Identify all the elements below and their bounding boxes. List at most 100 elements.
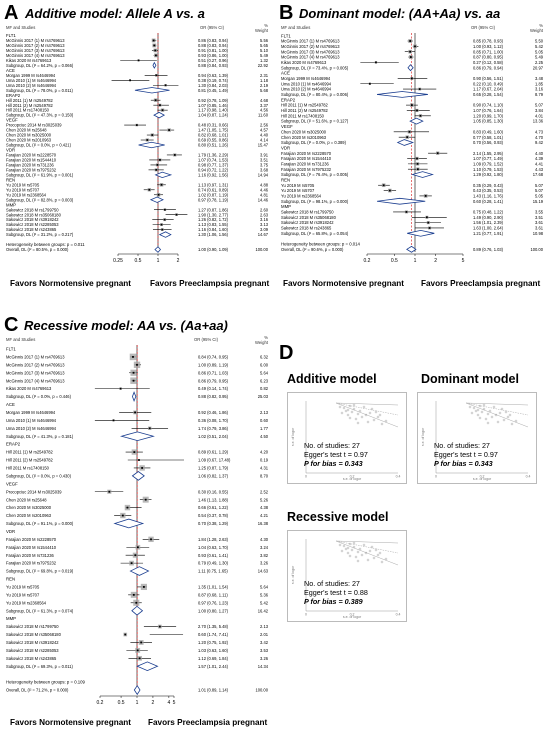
study-point (342, 406, 346, 410)
study-point (356, 412, 360, 416)
x-tick-label: 0 (305, 475, 307, 479)
study-label: Yu 2019 M rs2368564 (6, 600, 47, 605)
panel-title: Additive model: Allele A vs. a (25, 6, 205, 21)
or-ci-value: 0.77 (0.58, 1.01) (473, 135, 504, 140)
subgroup-label: Overall, DL (I² = 90.6%, p = 0.000) (281, 247, 344, 252)
subgroup-diamond (113, 518, 145, 529)
study-label: Hill 2011 M rs17408150 (281, 113, 325, 118)
study-point (482, 407, 486, 411)
point-estimate (425, 216, 428, 219)
or-ci-value: 0.86 (0.79, 0.94) (473, 65, 504, 70)
or-ci-value: 0.97 (0.76, 1.23) (198, 600, 229, 605)
study-point (496, 420, 500, 424)
point-estimate (144, 498, 147, 501)
weight-value: 1.32 (260, 58, 269, 63)
or-ci-value: 0.93 (0.86, 1.00) (198, 53, 229, 58)
point-estimate (140, 641, 143, 644)
x-tick-label: 2 (177, 258, 180, 264)
point-estimate (410, 77, 413, 80)
weight-value: 100.00 (255, 247, 268, 252)
study-point (476, 413, 480, 417)
weight-value: 0.19 (260, 458, 269, 463)
x-tick-label: 1 (414, 258, 417, 264)
point-estimate (410, 104, 413, 107)
group-label: REN (6, 177, 15, 182)
point-estimate (409, 50, 412, 53)
or-ci-value: 0.54 (0.37, 0.78) (198, 513, 229, 518)
funnel-plot-recessive: s.e. of logor s.e. of logor 0 0.2 0.4 No. of… (287, 530, 407, 622)
study-label: McGinnis 2017 (3) M rs4769613 (6, 370, 65, 375)
subgroup-diamond (131, 605, 144, 616)
weight-value: 5.07 (535, 183, 544, 188)
point-estimate (148, 188, 151, 191)
subgroup-diamond (407, 64, 414, 72)
study-point (344, 409, 348, 413)
study-point (358, 547, 362, 551)
funnel-limit-line (465, 402, 529, 416)
or-ci-value: 0.65 (0.28, 1.54) (473, 92, 504, 97)
funnel-studies: No. of studies: 27 (304, 579, 360, 588)
study-label: Morgan 1999 M rs4646994 (281, 76, 331, 81)
study-label: Sakowicz 2018 M rs35068180 (6, 212, 62, 217)
study-label: McGinnis 2017 (1) M rs4769613 (281, 39, 340, 44)
weight-value: 22.92 (258, 63, 269, 68)
group-label: FLT1 (6, 33, 16, 38)
study-label: Hill 2011 (1) M rs2549782 (6, 98, 54, 103)
weight-value: 5.49 (535, 55, 544, 60)
study-label: Uma 2010 (1) M rs4646994 (6, 418, 57, 423)
study-label: McGinnis 2017 (2) M rs4769613 (281, 44, 340, 49)
study-label: Sakowicz 2018 M rs3918242 (6, 640, 59, 645)
study-label: Farajian 2020 M rs1544410 (6, 158, 57, 163)
point-estimate (108, 490, 111, 493)
study-label: McGinnis 2017 (4) M rs4769613 (6, 53, 65, 58)
weight-value: 2.13 (260, 624, 269, 629)
subgroup-label: Subgroup, DL (I² = 41.3%, p = 0.181) (6, 434, 74, 439)
study-label: Yu 2019 M rs5707 (6, 187, 40, 192)
group-label: ACE (6, 68, 15, 73)
weight-value: 3.53 (260, 648, 269, 653)
study-label: Sakowicz 2018 M rs3918242 (6, 217, 59, 222)
x-tick-label: 0.2 (364, 258, 371, 264)
subgroup-diamond (376, 91, 428, 98)
group-label: MMP (281, 204, 291, 209)
weight-value: 4.21 (260, 513, 269, 518)
subgroup-label: Subgroup, DL (I² = 82.8%, p = 0.003) (6, 197, 74, 202)
study-point (474, 409, 478, 413)
funnel-studies: No. of studies: 27 (304, 441, 360, 450)
study-point (376, 415, 380, 419)
study-point (372, 556, 376, 560)
col-header-study: MF and Studies (281, 25, 311, 30)
forest-panel-c: C Recessive model: AA vs. (Aa+aa) MF and… (0, 312, 275, 739)
study-point (368, 411, 372, 415)
point-estimate (151, 134, 154, 136)
weight-value: 15.47 (258, 143, 269, 148)
weight-value: 13.36 (533, 119, 544, 124)
group-label: REN (281, 177, 290, 182)
study-label: Uma 2010 (2) M rs4646994 (281, 87, 332, 92)
point-estimate (126, 506, 129, 509)
study-point (470, 411, 474, 415)
weight-value: 10.98 (533, 231, 544, 236)
point-estimate (436, 152, 439, 155)
study-point (352, 403, 356, 407)
or-ci-value: 2.14 (1.55, 2.95) (473, 151, 504, 156)
study-label: McGinnis 2017 (4) M rs4769613 (281, 55, 340, 60)
x-tick-label: 0.5 (118, 700, 125, 706)
study-point (376, 553, 380, 557)
col-header-or: OR (95% CI) (471, 25, 495, 30)
funnel-regression-line (465, 402, 529, 406)
or-ci-value: 1.30 (1.06, 1.56) (198, 232, 229, 237)
weight-value: 14.94 (258, 172, 269, 177)
weight-value: 3.55 (535, 210, 544, 215)
col-header-study: MF and Studies (6, 25, 36, 30)
weight-value: 14.34 (258, 664, 269, 669)
study-point (370, 407, 374, 411)
point-estimate (160, 183, 163, 186)
subgroup-label: Subgroup, DL (I² = 51.6%, p = 0.127) (281, 119, 349, 124)
group-label: VDR (6, 529, 15, 534)
group-label: REN (6, 577, 15, 582)
study-point (500, 407, 504, 411)
study-point (354, 417, 358, 421)
or-ci-value: 1.04 (0.87, 1.24) (198, 113, 229, 118)
funnel-stats: No. of studies: 27 Egger's test t = 0.97… (434, 441, 498, 468)
